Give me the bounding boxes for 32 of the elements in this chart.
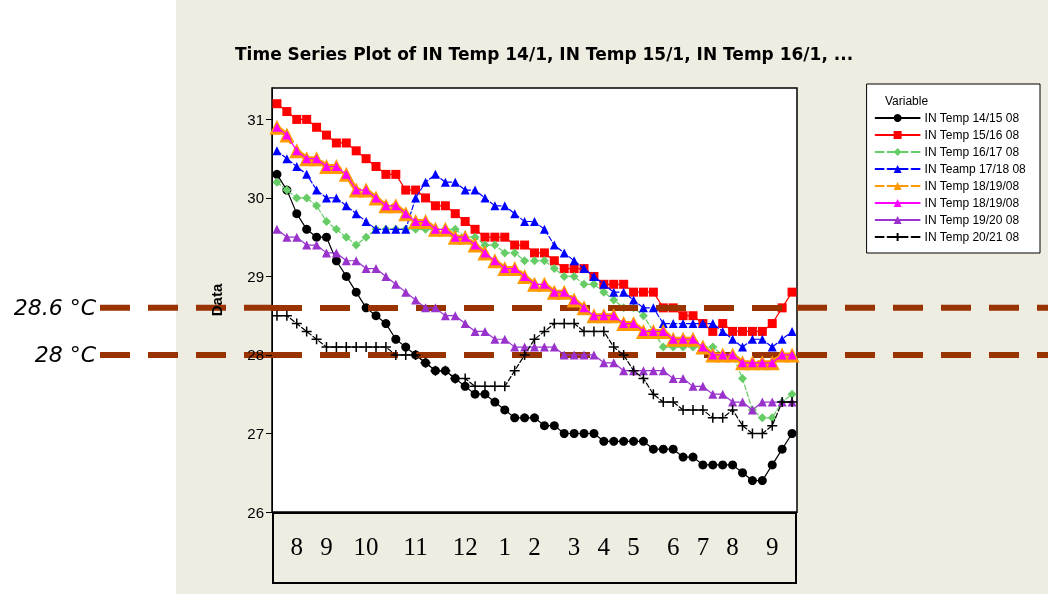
x-tick-label: 3 [567,533,581,560]
x-tick-label: 7 [696,533,710,560]
legend-title: Variable [885,94,929,108]
x-tick-label: 8 [726,533,739,560]
y-tick-label: 29 [247,267,264,285]
y-axis-title: Data [208,283,225,317]
ref-line-label: 28.6 °C [13,295,97,321]
legend-label: IN Temp 14/15 08 [924,111,1020,125]
legend-label: IN Temp 18/19/08 [924,196,1020,210]
y-tick-label: 27 [247,424,264,442]
x-tick-label: 4 [597,533,611,560]
x-tick-label: 8 [290,533,304,560]
x-tick-label: 11 [403,533,428,560]
x-tick-label: 9 [765,533,779,560]
legend-label: IN Temp 16/17 08 [924,145,1020,159]
legend-label: IN Teamp 17/18 08 [924,162,1027,176]
legend-label: IN Temp 20/21 08 [924,230,1020,244]
y-tick-label: 31 [247,110,264,128]
legend-label: IN Temp 15/16 08 [924,128,1020,142]
x-tick-label: 2 [528,533,541,560]
x-tick-label: 6 [666,533,680,560]
y-tick-label: 26 [247,503,264,521]
x-tick-label: 1 [498,533,512,560]
x-tick-label: 12 [452,533,478,560]
chart-title: Time Series Plot of IN Temp 14/1, IN Temp 15/1, IN Temp 16/1, ... [235,43,854,64]
legend-label: IN Temp 18/19/08 [924,179,1020,193]
x-tick-label: 9 [320,533,333,560]
y-tick-label: 30 [247,189,264,207]
x-tick-label: 5 [627,533,640,560]
x-tick-label: 10 [353,533,379,560]
ref-line-label: 28 °C [34,342,97,368]
legend-label: IN Temp 19/20 08 [924,213,1020,227]
